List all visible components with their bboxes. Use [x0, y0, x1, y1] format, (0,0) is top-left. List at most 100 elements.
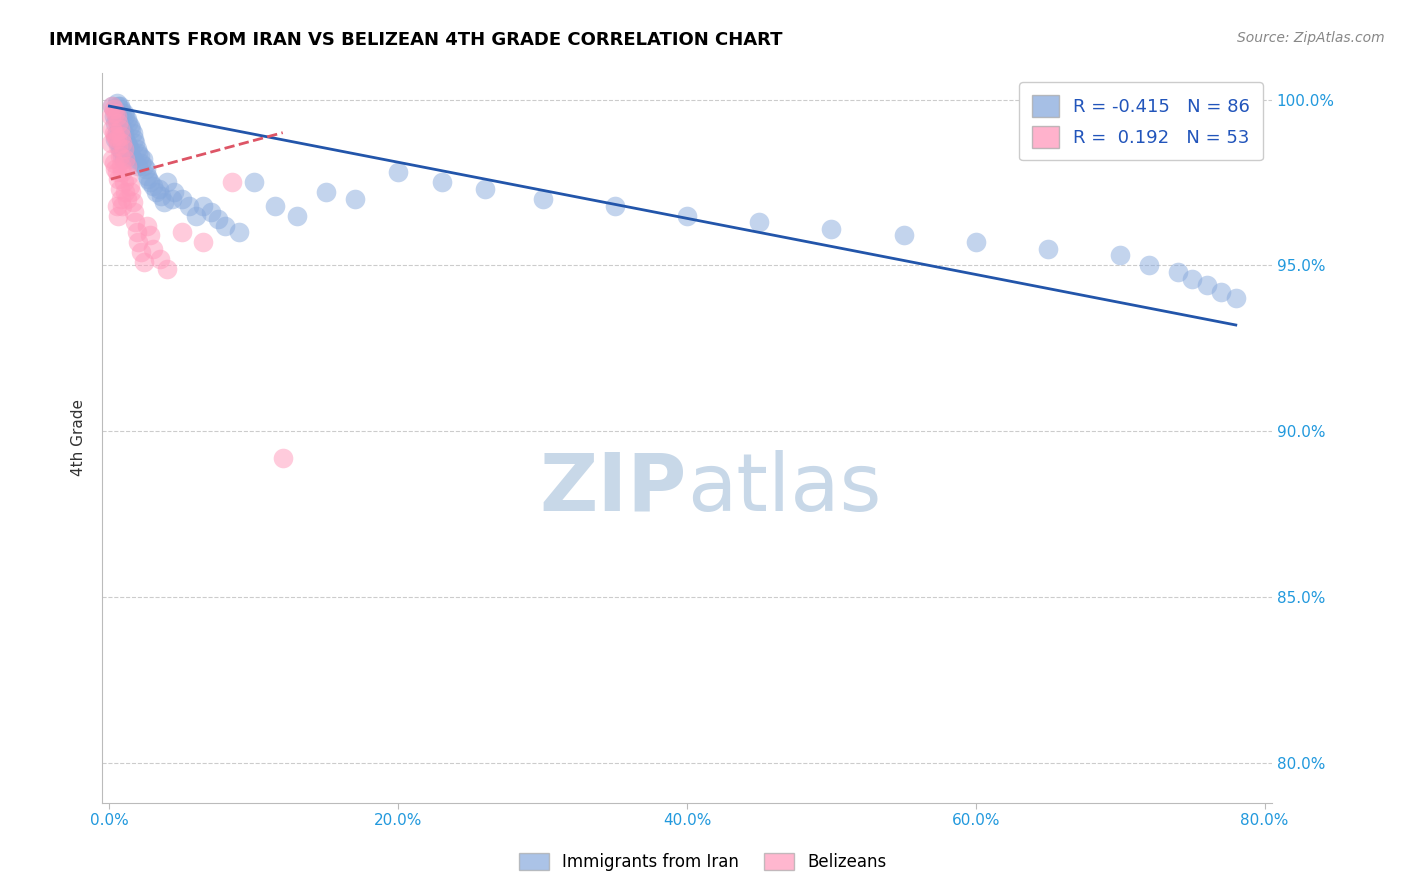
Legend: Immigrants from Iran, Belizeans: Immigrants from Iran, Belizeans — [510, 845, 896, 880]
Point — [1167, 265, 1189, 279]
Point — [343, 192, 366, 206]
Point — [117, 139, 139, 153]
Point — [107, 172, 129, 186]
Point — [108, 149, 131, 163]
Point — [108, 142, 131, 156]
Point — [118, 178, 141, 193]
Point — [107, 139, 129, 153]
Point — [110, 119, 132, 133]
Point — [103, 109, 125, 123]
Point — [531, 192, 554, 206]
Text: ZIP: ZIP — [540, 450, 688, 528]
Point — [104, 116, 127, 130]
Point — [111, 105, 134, 120]
Point — [142, 242, 165, 256]
Point — [111, 149, 134, 163]
Point — [105, 109, 128, 123]
Point — [105, 109, 128, 123]
Point — [156, 261, 179, 276]
Legend: R = -0.415   N = 86, R =  0.192   N = 53: R = -0.415 N = 86, R = 0.192 N = 53 — [1019, 82, 1263, 161]
Point — [111, 199, 134, 213]
Point — [315, 186, 337, 200]
Point — [1036, 242, 1059, 256]
Point — [117, 169, 139, 183]
Point — [748, 215, 770, 229]
Point — [108, 99, 131, 113]
Point — [207, 211, 229, 226]
Point — [114, 152, 136, 166]
Point — [965, 235, 987, 249]
Point — [136, 169, 159, 183]
Point — [177, 199, 200, 213]
Point — [112, 142, 135, 156]
Point — [285, 209, 308, 223]
Point — [142, 178, 165, 193]
Point — [127, 159, 149, 173]
Point — [110, 142, 132, 156]
Point — [129, 155, 152, 169]
Point — [387, 165, 409, 179]
Point — [131, 152, 153, 166]
Point — [120, 149, 142, 163]
Point — [1225, 292, 1247, 306]
Point — [170, 192, 193, 206]
Point — [111, 136, 134, 150]
Point — [101, 152, 124, 166]
Point — [110, 128, 132, 143]
Point — [135, 162, 157, 177]
Point — [603, 199, 626, 213]
Point — [124, 136, 146, 150]
Point — [125, 225, 148, 239]
Point — [124, 215, 146, 229]
Point — [112, 105, 135, 120]
Point — [139, 175, 162, 189]
Point — [139, 228, 162, 243]
Y-axis label: 4th Grade: 4th Grade — [72, 400, 86, 476]
Point — [112, 175, 135, 189]
Point — [893, 228, 915, 243]
Point — [110, 192, 132, 206]
Point — [153, 195, 176, 210]
Point — [127, 235, 149, 249]
Point — [430, 175, 453, 189]
Point — [132, 255, 155, 269]
Point — [820, 222, 842, 236]
Point — [125, 142, 148, 156]
Text: atlas: atlas — [688, 450, 882, 528]
Point — [101, 122, 124, 136]
Point — [676, 209, 699, 223]
Point — [170, 225, 193, 239]
Point — [114, 132, 136, 146]
Point — [156, 175, 179, 189]
Point — [145, 186, 167, 200]
Point — [193, 235, 215, 249]
Point — [243, 175, 266, 189]
Point — [120, 186, 142, 200]
Point — [1211, 285, 1233, 299]
Point — [474, 182, 496, 196]
Point — [108, 116, 131, 130]
Point — [221, 175, 243, 189]
Point — [118, 142, 141, 156]
Point — [128, 149, 150, 163]
Point — [104, 105, 127, 120]
Point — [101, 99, 124, 113]
Point — [115, 112, 138, 127]
Point — [115, 192, 138, 206]
Text: IMMIGRANTS FROM IRAN VS BELIZEAN 4TH GRADE CORRELATION CHART: IMMIGRANTS FROM IRAN VS BELIZEAN 4TH GRA… — [49, 31, 783, 49]
Point — [104, 132, 127, 146]
Point — [271, 450, 294, 465]
Point — [115, 136, 138, 150]
Point — [148, 182, 170, 196]
Point — [103, 155, 125, 169]
Point — [1109, 248, 1132, 262]
Point — [118, 119, 141, 133]
Point — [1137, 258, 1160, 272]
Point — [115, 159, 138, 173]
Point — [117, 116, 139, 130]
Point — [149, 252, 172, 266]
Point — [1181, 271, 1204, 285]
Point — [105, 132, 128, 146]
Point — [103, 126, 125, 140]
Point — [114, 186, 136, 200]
